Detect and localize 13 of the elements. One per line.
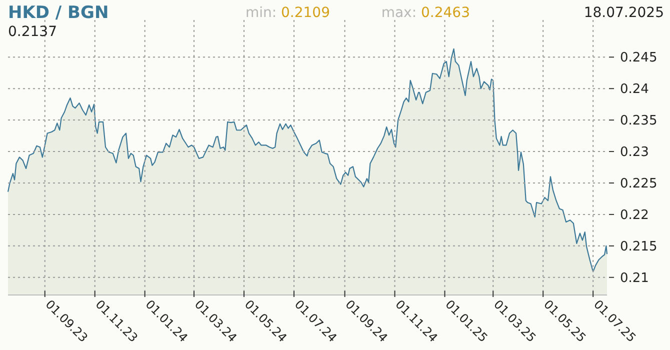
y-tick-label: 0.24 [620,82,649,98]
y-tick-label: 0.21 [620,270,649,286]
chart-title: HKD / BGN [8,3,109,23]
y-tick-label: 0.245 [620,50,658,66]
y-tick-label: 0.215 [620,239,658,254]
annotation: 0.2137 [8,24,57,40]
y-tick-label: 0.235 [620,114,658,129]
y-tick-label: 0.23 [620,145,649,160]
annotation: min: 0.2109 [245,5,330,21]
annotation: max: 0.2463 [381,5,470,21]
y-tick-label: 0.22 [620,208,649,223]
annotation: 18.07.2025 [584,5,664,21]
y-tick-label: 0.225 [620,176,658,192]
